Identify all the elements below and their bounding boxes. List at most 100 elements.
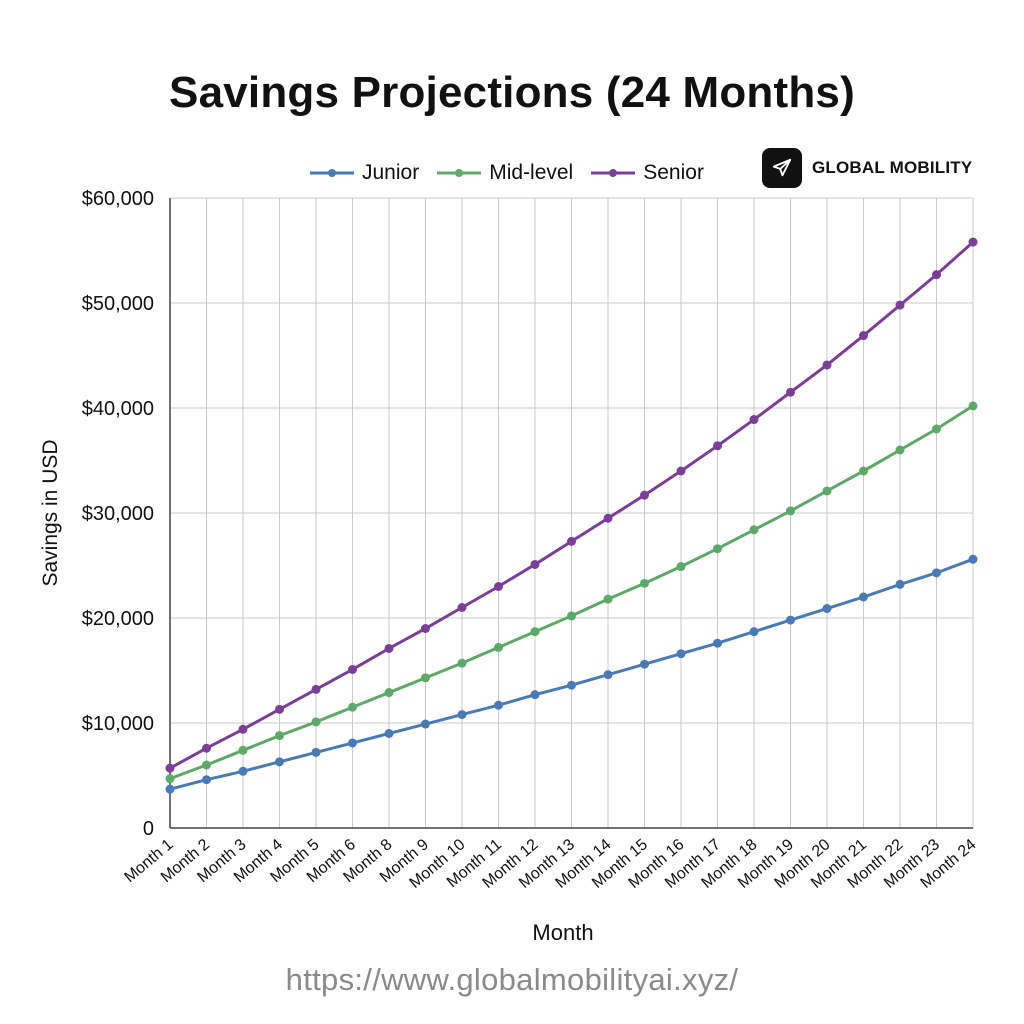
y-tick-label: $60,000: [82, 188, 154, 210]
data-point: [786, 506, 795, 516]
chart-series: [165, 237, 978, 794]
data-point: [676, 649, 686, 659]
data-point: [859, 466, 868, 476]
data-point: [494, 642, 503, 652]
data-point: [859, 331, 868, 341]
series-senior: [165, 237, 978, 773]
legend-item-mid-level: Mid-level: [437, 161, 573, 185]
chart-legend: Junior Mid-level Senior: [310, 158, 704, 188]
legend-item-junior: Junior: [310, 161, 419, 185]
data-point: [311, 684, 321, 694]
data-point: [640, 578, 649, 588]
y-tick-label: 0: [143, 818, 154, 840]
y-axis-title: Savings in USD: [39, 439, 62, 586]
brand-logo-block: GLOBAL MOBILITY: [762, 148, 972, 188]
series-mid-level: [165, 401, 978, 784]
data-point: [311, 747, 321, 757]
data-point: [640, 659, 649, 669]
y-tick-label: $50,000: [82, 293, 154, 315]
data-point: [165, 784, 175, 794]
data-point: [895, 300, 905, 310]
data-point: [968, 237, 978, 247]
data-point: [348, 702, 357, 712]
airplane-icon: [762, 148, 802, 188]
y-tick-label: $20,000: [82, 608, 154, 630]
x-axis-title: Month: [532, 920, 593, 945]
y-tick-label: $30,000: [82, 503, 154, 525]
data-point: [968, 554, 978, 564]
series-junior: [165, 554, 978, 794]
data-point: [676, 466, 686, 476]
footer-url: https://www.globalmobilityai.xyz/: [285, 962, 739, 997]
data-point: [822, 486, 832, 496]
data-point: [384, 688, 394, 698]
data-point: [421, 719, 430, 729]
data-point: [421, 624, 430, 633]
data-point: [348, 738, 357, 748]
data-point: [275, 704, 284, 714]
data-point: [530, 559, 540, 569]
data-point: [786, 615, 795, 625]
data-point: [238, 724, 248, 734]
legend-label-senior: Senior: [643, 161, 704, 184]
data-point: [749, 525, 759, 535]
chart-axes: [169, 198, 973, 829]
data-point: [384, 643, 394, 653]
data-point: [238, 766, 248, 776]
data-point: [640, 490, 649, 500]
data-point: [895, 579, 905, 589]
data-point: [713, 638, 722, 648]
data-point: [603, 594, 613, 604]
brand-name: GLOBAL MOBILITY: [812, 158, 973, 177]
data-point: [567, 536, 576, 546]
data-point: [421, 673, 430, 683]
data-point: [202, 760, 211, 770]
data-point: [603, 513, 613, 523]
legend-item-senior: Senior: [591, 161, 704, 185]
legend-label-mid-level: Mid-level: [489, 161, 574, 184]
data-point: [457, 603, 467, 612]
data-point: [530, 627, 540, 637]
data-point: [494, 700, 503, 710]
data-point: [202, 743, 211, 753]
legend-swatch-senior: [591, 169, 636, 177]
data-point: [859, 592, 868, 602]
data-point: [202, 775, 211, 785]
data-point: [932, 270, 941, 280]
data-point: [165, 763, 175, 773]
chart-grid: [169, 197, 974, 829]
data-point: [895, 445, 905, 455]
data-point: [676, 562, 686, 572]
data-point: [567, 680, 576, 690]
data-point: [165, 774, 175, 784]
data-point: [822, 604, 832, 614]
data-point: [348, 664, 357, 674]
data-point: [713, 544, 722, 554]
data-point: [713, 441, 722, 451]
data-point: [384, 729, 394, 738]
data-point: [786, 387, 795, 397]
data-point: [822, 360, 832, 370]
legend-swatch-junior: [310, 169, 354, 177]
data-point: [275, 731, 284, 741]
data-point: [494, 582, 503, 591]
legend-label-junior: Junior: [362, 161, 420, 184]
data-point: [932, 424, 941, 434]
data-point: [457, 658, 467, 668]
chart-tick-labels: 0 $10,000 $20,000 $30,000 $40,000 $50,000 $60,…: [82, 188, 980, 892]
data-point: [567, 611, 576, 621]
data-point: [530, 690, 540, 700]
y-tick-label: $40,000: [82, 398, 154, 420]
chart-title: Savings Projections (24 Months): [169, 68, 855, 117]
data-point: [275, 757, 284, 767]
data-point: [457, 710, 467, 720]
y-tick-label: $10,000: [82, 713, 154, 735]
data-point: [603, 670, 613, 680]
data-point: [968, 401, 978, 411]
data-point: [238, 745, 248, 755]
data-point: [749, 415, 759, 425]
data-point: [932, 568, 941, 578]
data-point: [749, 627, 759, 637]
data-point: [311, 717, 321, 727]
